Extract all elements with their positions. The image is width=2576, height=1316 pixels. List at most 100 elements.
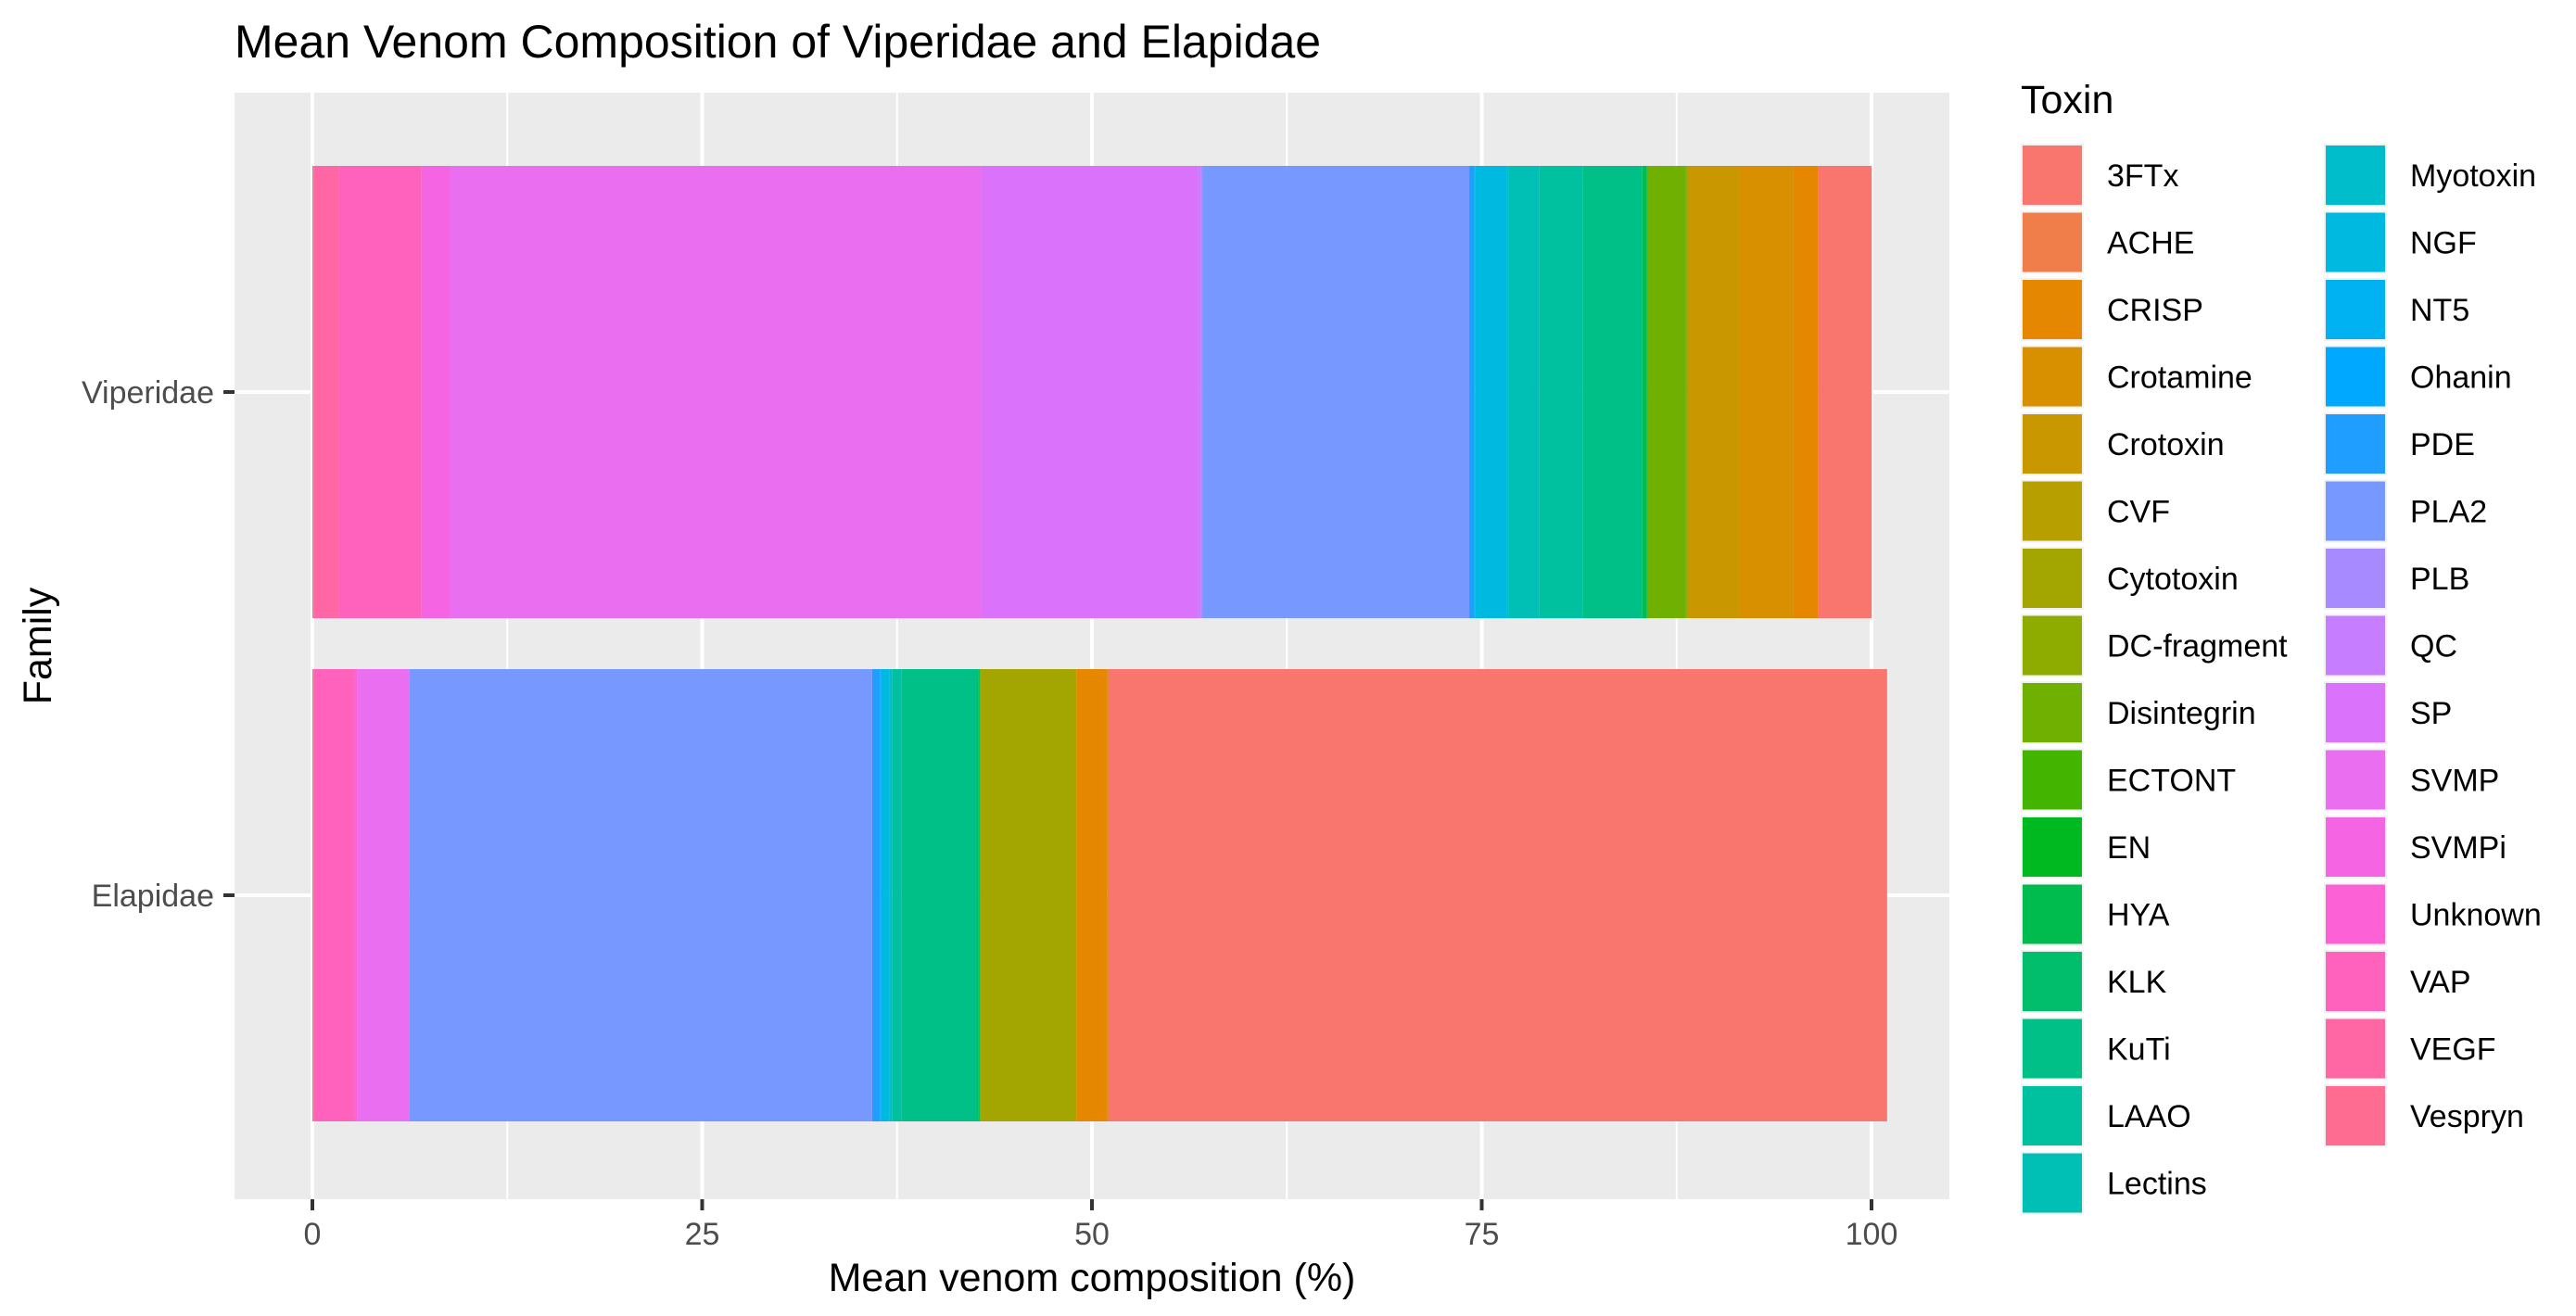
legend-label-nt5: NT5 [2410, 293, 2469, 328]
bar-segment-elapidae-cvf [1074, 669, 1077, 1121]
bar-segment-viperidae-lectins [1508, 166, 1540, 618]
y-axis-title: Family [16, 587, 60, 704]
bar-segment-viperidae-ngf [1475, 166, 1507, 618]
bar-segment-viperidae-dc-fragment [1685, 166, 1688, 618]
legend-swatch-cytotoxin [2023, 549, 2082, 608]
bar-segment-viperidae-laao [1539, 166, 1583, 618]
x-tick-label: 0 [304, 1217, 322, 1252]
legend-swatch-vap [2326, 952, 2385, 1011]
legend-swatch-plb [2326, 549, 2385, 608]
bar-segment-viperidae-disintegrin [1646, 166, 1686, 618]
bar-segment-elapidae-unknown [354, 669, 358, 1121]
bar-segment-viperidae-vap [338, 166, 422, 618]
legend-label-myotoxin: Myotoxin [2410, 158, 2536, 194]
legend-swatch-crotamine [2023, 347, 2082, 407]
legend-label-disintegrin: Disintegrin [2107, 696, 2256, 731]
legend-label-vap: VAP [2410, 965, 2471, 1000]
legend-swatch-crotoxin [2023, 414, 2082, 474]
bar-segment-viperidae-svmpi [421, 166, 450, 618]
legend-label-ache: ACHE [2107, 226, 2194, 261]
x-tick-label: 25 [685, 1217, 720, 1252]
bar-segment-viperidae-vegf [313, 166, 339, 618]
bar-segment-elapidae-pde [871, 669, 881, 1121]
x-tick-label: 75 [1465, 1217, 1500, 1252]
legend-label-pde: PDE [2410, 427, 2475, 462]
legend-swatch-svmpi [2326, 817, 2385, 877]
legend-swatch-sp [2326, 683, 2385, 742]
legend-swatch-vespryn [2326, 1086, 2385, 1145]
legend-label-3ftx: 3FTx [2107, 158, 2178, 194]
legend-swatch-pde [2326, 414, 2385, 474]
bar-segment-elapidae-lectins [891, 669, 893, 1121]
legend-swatch-ectont [2023, 750, 2082, 810]
bar-segment-viperidae-hya [1642, 166, 1647, 618]
bar-segment-viperidae-pde [1469, 166, 1475, 618]
bar-segment-elapidae-pla2 [409, 669, 872, 1121]
legend-label-ohanin: Ohanin [2410, 361, 2512, 396]
legend-swatch-qc [2326, 615, 2385, 676]
bar-segment-viperidae-vespryn [312, 166, 314, 618]
bar-segment-elapidae-svmp [357, 669, 410, 1121]
bar-segment-elapidae-3ftx [1109, 669, 1887, 1121]
bar-segment-elapidae-nt5 [880, 669, 882, 1121]
bar-segment-viperidae-pla2 [1202, 166, 1470, 618]
legend-label-vegf: VEGF [2410, 1032, 2496, 1068]
legend-swatch-ohanin [2326, 347, 2385, 407]
legend-swatch-kuti [2023, 1019, 2082, 1079]
legend-swatch-crisp [2023, 280, 2082, 339]
chart-title: Mean Venom Composition of Viperidae and … [235, 16, 1321, 68]
x-tick-label: 100 [1846, 1217, 1898, 1252]
y-tick-label: Elapidae [92, 879, 214, 914]
legend-swatch-lectins [2023, 1153, 2082, 1213]
legend-label-lectins: Lectins [2107, 1167, 2207, 1202]
legend-label-ectont: ECTONT [2107, 764, 2236, 799]
legend-label-vespryn: Vespryn [2410, 1099, 2524, 1134]
legend-swatch-pla2 [2326, 481, 2385, 541]
legend-label-svmpi: SVMPi [2410, 830, 2506, 866]
bar-segment-viperidae-kuti [1582, 166, 1643, 618]
legend-label-crotoxin: Crotoxin [2107, 427, 2225, 462]
legend-swatch-nt5 [2326, 280, 2385, 339]
legend-swatch-en [2023, 817, 2082, 877]
bar-segment-elapidae-klk [976, 669, 979, 1121]
legend-label-laao: LAAO [2107, 1099, 2191, 1134]
bar-segment-elapidae-crisp [1076, 669, 1108, 1121]
bar-segment-elapidae-ache [1107, 669, 1110, 1121]
bar-segment-elapidae-laao [892, 669, 902, 1121]
legend-label-crisp: CRISP [2107, 293, 2203, 328]
bar-segment-viperidae-crotoxin [1687, 166, 1740, 618]
y-tick-label: Viperidae [82, 375, 214, 411]
bar-segment-elapidae-myotoxin [889, 669, 892, 1121]
legend-swatch-vegf [2326, 1019, 2385, 1079]
legend-swatch-myotoxin [2326, 146, 2385, 205]
axes: 0 25 50 75 100 Viperidae Elapidae [82, 375, 1897, 1252]
bar-segment-viperidae-myotoxin [1506, 166, 1509, 618]
bar-segment-elapidae-vespryn [312, 669, 314, 1121]
bar-segment-elapidae-cytotoxin [979, 669, 1075, 1121]
legend-label-hya: HYA [2107, 898, 2170, 933]
bar-segment-viperidae-sp [981, 166, 1199, 618]
legend-label-kuti: KuTi [2107, 1032, 2171, 1068]
legend-swatch-unknown [2326, 884, 2385, 944]
legend-swatch-hya [2023, 884, 2082, 944]
legend-label-ngf: NGF [2410, 226, 2477, 261]
legend-label-cytotoxin: Cytotoxin [2107, 562, 2239, 597]
legend-swatch-ache [2023, 212, 2082, 272]
x-axis-title: Mean venom composition (%) [829, 1256, 1356, 1300]
bar-segment-elapidae-vap [313, 669, 355, 1121]
bar-segment-viperidae-svmp [450, 166, 982, 618]
legend-label-crotamine: Crotamine [2107, 361, 2252, 396]
legend-label-en: EN [2107, 830, 2151, 866]
legend-title: Toxin [2021, 78, 2113, 122]
legend: 3FTx ACHE CRISP Crotamine Crotoxin CVF Cytotox… [2021, 144, 2542, 1215]
bar-segment-elapidae-ngf [881, 669, 890, 1121]
bar-segment-viperidae-crotamine [1739, 166, 1794, 618]
bar-segment-elapidae-kuti [901, 669, 977, 1121]
legend-swatch-cvf [2023, 481, 2082, 541]
bar-segment-viperidae-plb [1200, 166, 1203, 618]
bar-segment-viperidae-nt5 [1474, 166, 1476, 618]
bar-segment-viperidae-3ftx [1818, 166, 1872, 618]
bar-segment-viperidae-crisp [1793, 166, 1819, 618]
stacked-bars [312, 166, 1887, 1121]
